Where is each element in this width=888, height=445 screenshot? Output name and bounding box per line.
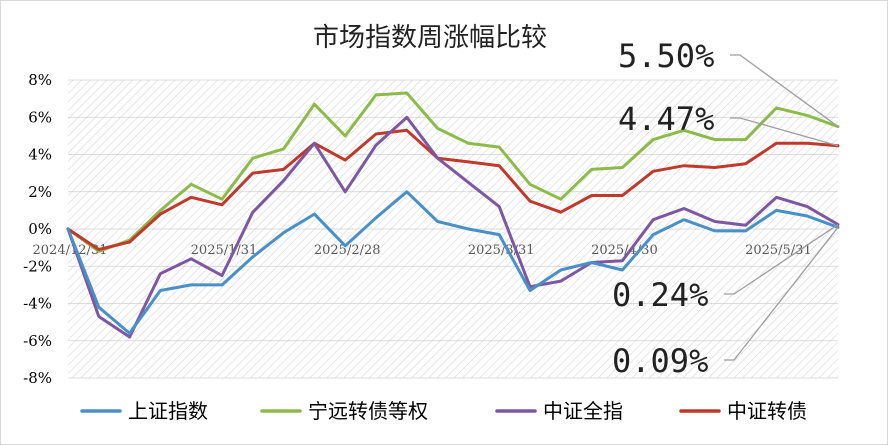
y-tick-label: -2% [23, 257, 52, 275]
legend: 上证指数 宁远转债等权 中证全指 中证转债 [80, 399, 807, 423]
series-line-3 [66, 128, 840, 251]
callout-leader [724, 223, 839, 295]
callout-leaders [724, 54, 839, 361]
callout-label: 0.09% [612, 342, 708, 380]
x-tick-label: 2025/5/31 [745, 243, 812, 258]
callout-label: 4.47% [618, 100, 714, 138]
callout-leader [730, 117, 839, 147]
y-tick-label: 0% [28, 220, 52, 238]
legend-label: 中证转债 [727, 399, 807, 423]
y-tick-label: -4% [23, 295, 52, 313]
y-tick-label: -6% [23, 332, 52, 350]
callout-label: 0.24% [612, 276, 708, 314]
x-tick-label: 2025/1/31 [191, 243, 258, 258]
y-tick-label: 6% [28, 108, 52, 126]
x-tick-label: 2024/12/31 [33, 243, 108, 258]
callout-labels: 5.50% 4.47% 0.24% 0.09% [612, 37, 714, 380]
series-line-1 [66, 91, 840, 253]
y-tick-label: 4% [28, 146, 52, 164]
series-lines [66, 91, 840, 339]
x-tick-label: 2025/2/28 [314, 243, 381, 258]
chart-title: 市场指数周涨幅比较 [313, 23, 547, 53]
y-tick-label: 8% [28, 71, 52, 89]
callout-leader [730, 54, 839, 128]
series-line-0 [66, 190, 840, 335]
y-axis-ticks: 8% 6% 4% 2% 0% -2% -4% -6% -8% [23, 71, 52, 387]
x-tick-label: 2025/3/31 [468, 243, 535, 258]
legend-label: 宁远转债等权 [308, 399, 428, 423]
y-tick-label: 2% [28, 183, 52, 201]
series-line-2 [66, 115, 840, 339]
legend-label: 上证指数 [128, 399, 208, 423]
legend-label: 中证全指 [543, 399, 623, 423]
y-tick-label: -8% [23, 369, 52, 387]
gridlines [68, 79, 838, 379]
callout-label: 5.50% [618, 37, 714, 75]
callout-leader [724, 226, 839, 361]
